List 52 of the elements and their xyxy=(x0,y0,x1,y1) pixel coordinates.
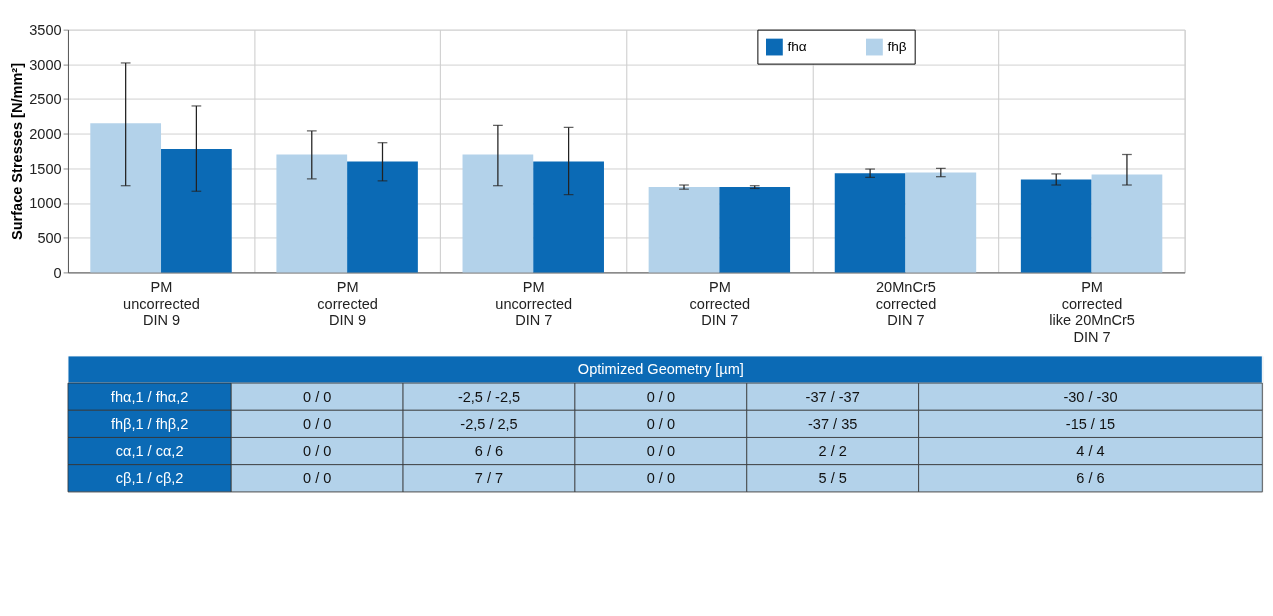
y-tick-label: 3500 xyxy=(29,21,62,38)
text: fhα,1 / fhα,2 xyxy=(110,388,189,405)
text: 0 / 0 xyxy=(303,442,332,459)
x-tick-label: PM corrected DIN 9 xyxy=(317,279,378,329)
y-axis-title: Surface Stresses [N/mm²] xyxy=(9,62,26,241)
legend-label: fhβ xyxy=(887,38,907,54)
y-tick-label: 500 xyxy=(37,230,62,247)
text: 0 / 0 xyxy=(646,388,675,405)
text: cα,1 / cα,2 xyxy=(115,442,184,459)
text: -30 / -30 xyxy=(1063,388,1118,405)
bar xyxy=(462,154,534,273)
y-tick-label: 3000 xyxy=(29,56,62,73)
text: 2 / 2 xyxy=(818,442,847,459)
bar xyxy=(90,123,162,273)
y-tick-label: 2500 xyxy=(29,91,62,108)
text: 7 / 7 xyxy=(474,470,504,487)
text: 4 / 4 xyxy=(1076,442,1105,459)
bar xyxy=(719,187,791,273)
text: 0 / 0 xyxy=(646,442,675,459)
text: -2,5 / 2,5 xyxy=(460,415,518,432)
x-tick-label: 20MnCr5 corrected DIN 7 xyxy=(875,279,937,329)
bar xyxy=(1091,174,1163,273)
text: 5 / 5 xyxy=(818,470,847,487)
text: -2,5 / -2,5 xyxy=(457,388,521,405)
text: 0 / 0 xyxy=(646,470,675,487)
text: -15 / 15 xyxy=(1065,415,1116,432)
x-tick-label: PM corrected DIN 7 xyxy=(689,279,751,329)
text: 0 / 0 xyxy=(303,415,332,432)
bar xyxy=(648,187,720,273)
x-tick-label: PM uncorrected DIN 7 xyxy=(495,279,573,329)
text: -37 / 35 xyxy=(808,415,858,432)
y-tick-label: 0 xyxy=(53,264,62,281)
bar xyxy=(276,154,348,273)
text: cβ,1 / cβ,2 xyxy=(115,470,184,487)
text: 6 / 6 xyxy=(1076,470,1105,487)
text: 0 / 0 xyxy=(303,388,332,405)
legend-label: fhα xyxy=(787,38,807,54)
text: Optimized Geometry [µm] xyxy=(577,361,744,378)
text: fhβ,1 / fhβ,2 xyxy=(110,415,189,432)
x-tick-label: PM uncorrected DIN 9 xyxy=(123,279,200,329)
bar xyxy=(533,161,604,273)
bar xyxy=(161,148,232,273)
y-tick-label: 1500 xyxy=(29,160,62,177)
text: 6 / 6 xyxy=(474,442,504,459)
text: 0 / 0 xyxy=(646,415,675,432)
text: -37 / -37 xyxy=(805,388,860,405)
y-tick-label: 2000 xyxy=(29,126,62,143)
bar xyxy=(905,172,977,273)
bar xyxy=(347,161,418,273)
y-tick-label: 1000 xyxy=(29,195,62,212)
text: 0 / 0 xyxy=(303,470,332,487)
x-tick-label: PM corrected like 20MnCr5 DIN 7 xyxy=(1049,279,1135,345)
